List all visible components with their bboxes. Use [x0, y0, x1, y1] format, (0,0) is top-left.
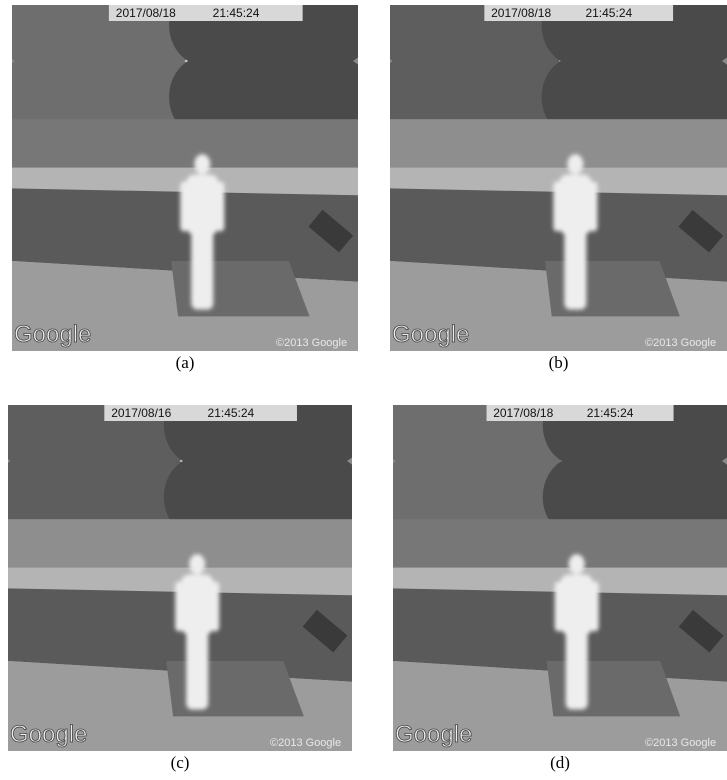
copyright: ©2013 Google [645, 737, 716, 749]
image-panel: 2017/08/18 21:45:24 Google ©2013 Google [390, 5, 727, 351]
image-panel: 2017/08/18 21:45:24 Google ©2013 Google [12, 5, 358, 351]
arm [211, 581, 219, 631]
arm [589, 181, 597, 231]
scene: 2017/08/16 21:45:24 Google ©2013 Google [8, 405, 352, 751]
timestamp-date: 2017/08/18 [491, 6, 551, 20]
timestamp-time: 21:45:24 [585, 6, 632, 20]
caption: (d) [530, 753, 590, 773]
timestamp-time: 21:45:24 [587, 406, 634, 420]
torso [559, 175, 591, 235]
timestamp-date: 2017/08/18 [493, 406, 553, 420]
legs [564, 230, 586, 310]
arm [175, 581, 183, 631]
head [569, 554, 585, 574]
trees-band [12, 119, 358, 167]
caption: (a) [155, 353, 215, 373]
legs [186, 630, 208, 710]
arm [555, 581, 563, 631]
copyright: ©2013 Google [276, 337, 347, 349]
trees-band [8, 519, 352, 567]
figure: {"panels": [ {"label": "(a)", "timestamp… [0, 0, 727, 780]
copyright: ©2013 Google [270, 737, 341, 749]
scene: 2017/08/18 21:45:24 Google ©2013 Google [393, 405, 727, 751]
legs [566, 630, 588, 710]
head [194, 154, 210, 174]
arm [591, 581, 599, 631]
caption: (c) [150, 753, 210, 773]
torso [181, 575, 213, 635]
image-panel: 2017/08/18 21:45:24 Google ©2013 Google [393, 405, 727, 751]
head [567, 154, 583, 174]
arm [553, 181, 561, 231]
timestamp-date: 2017/08/16 [111, 406, 171, 420]
watermark: Google [395, 721, 472, 748]
scene: 2017/08/18 21:45:24 Google ©2013 Google [12, 5, 358, 351]
arm [180, 181, 188, 231]
timestamp-time: 21:45:24 [208, 406, 255, 420]
arm [216, 181, 224, 231]
trees-band [393, 519, 727, 567]
watermark: Google [392, 321, 469, 348]
legs [191, 230, 213, 310]
watermark: Google [10, 721, 87, 748]
image-panel: 2017/08/16 21:45:24 Google ©2013 Google [8, 405, 352, 751]
torso [561, 575, 593, 635]
caption: (b) [529, 353, 589, 373]
trees-band [390, 119, 727, 167]
copyright: ©2013 Google [645, 337, 716, 349]
watermark: Google [14, 321, 91, 348]
scene: 2017/08/18 21:45:24 Google ©2013 Google [390, 5, 727, 351]
timestamp-date: 2017/08/18 [116, 6, 176, 20]
timestamp-time: 21:45:24 [213, 6, 260, 20]
head [189, 554, 205, 574]
torso [186, 175, 218, 235]
